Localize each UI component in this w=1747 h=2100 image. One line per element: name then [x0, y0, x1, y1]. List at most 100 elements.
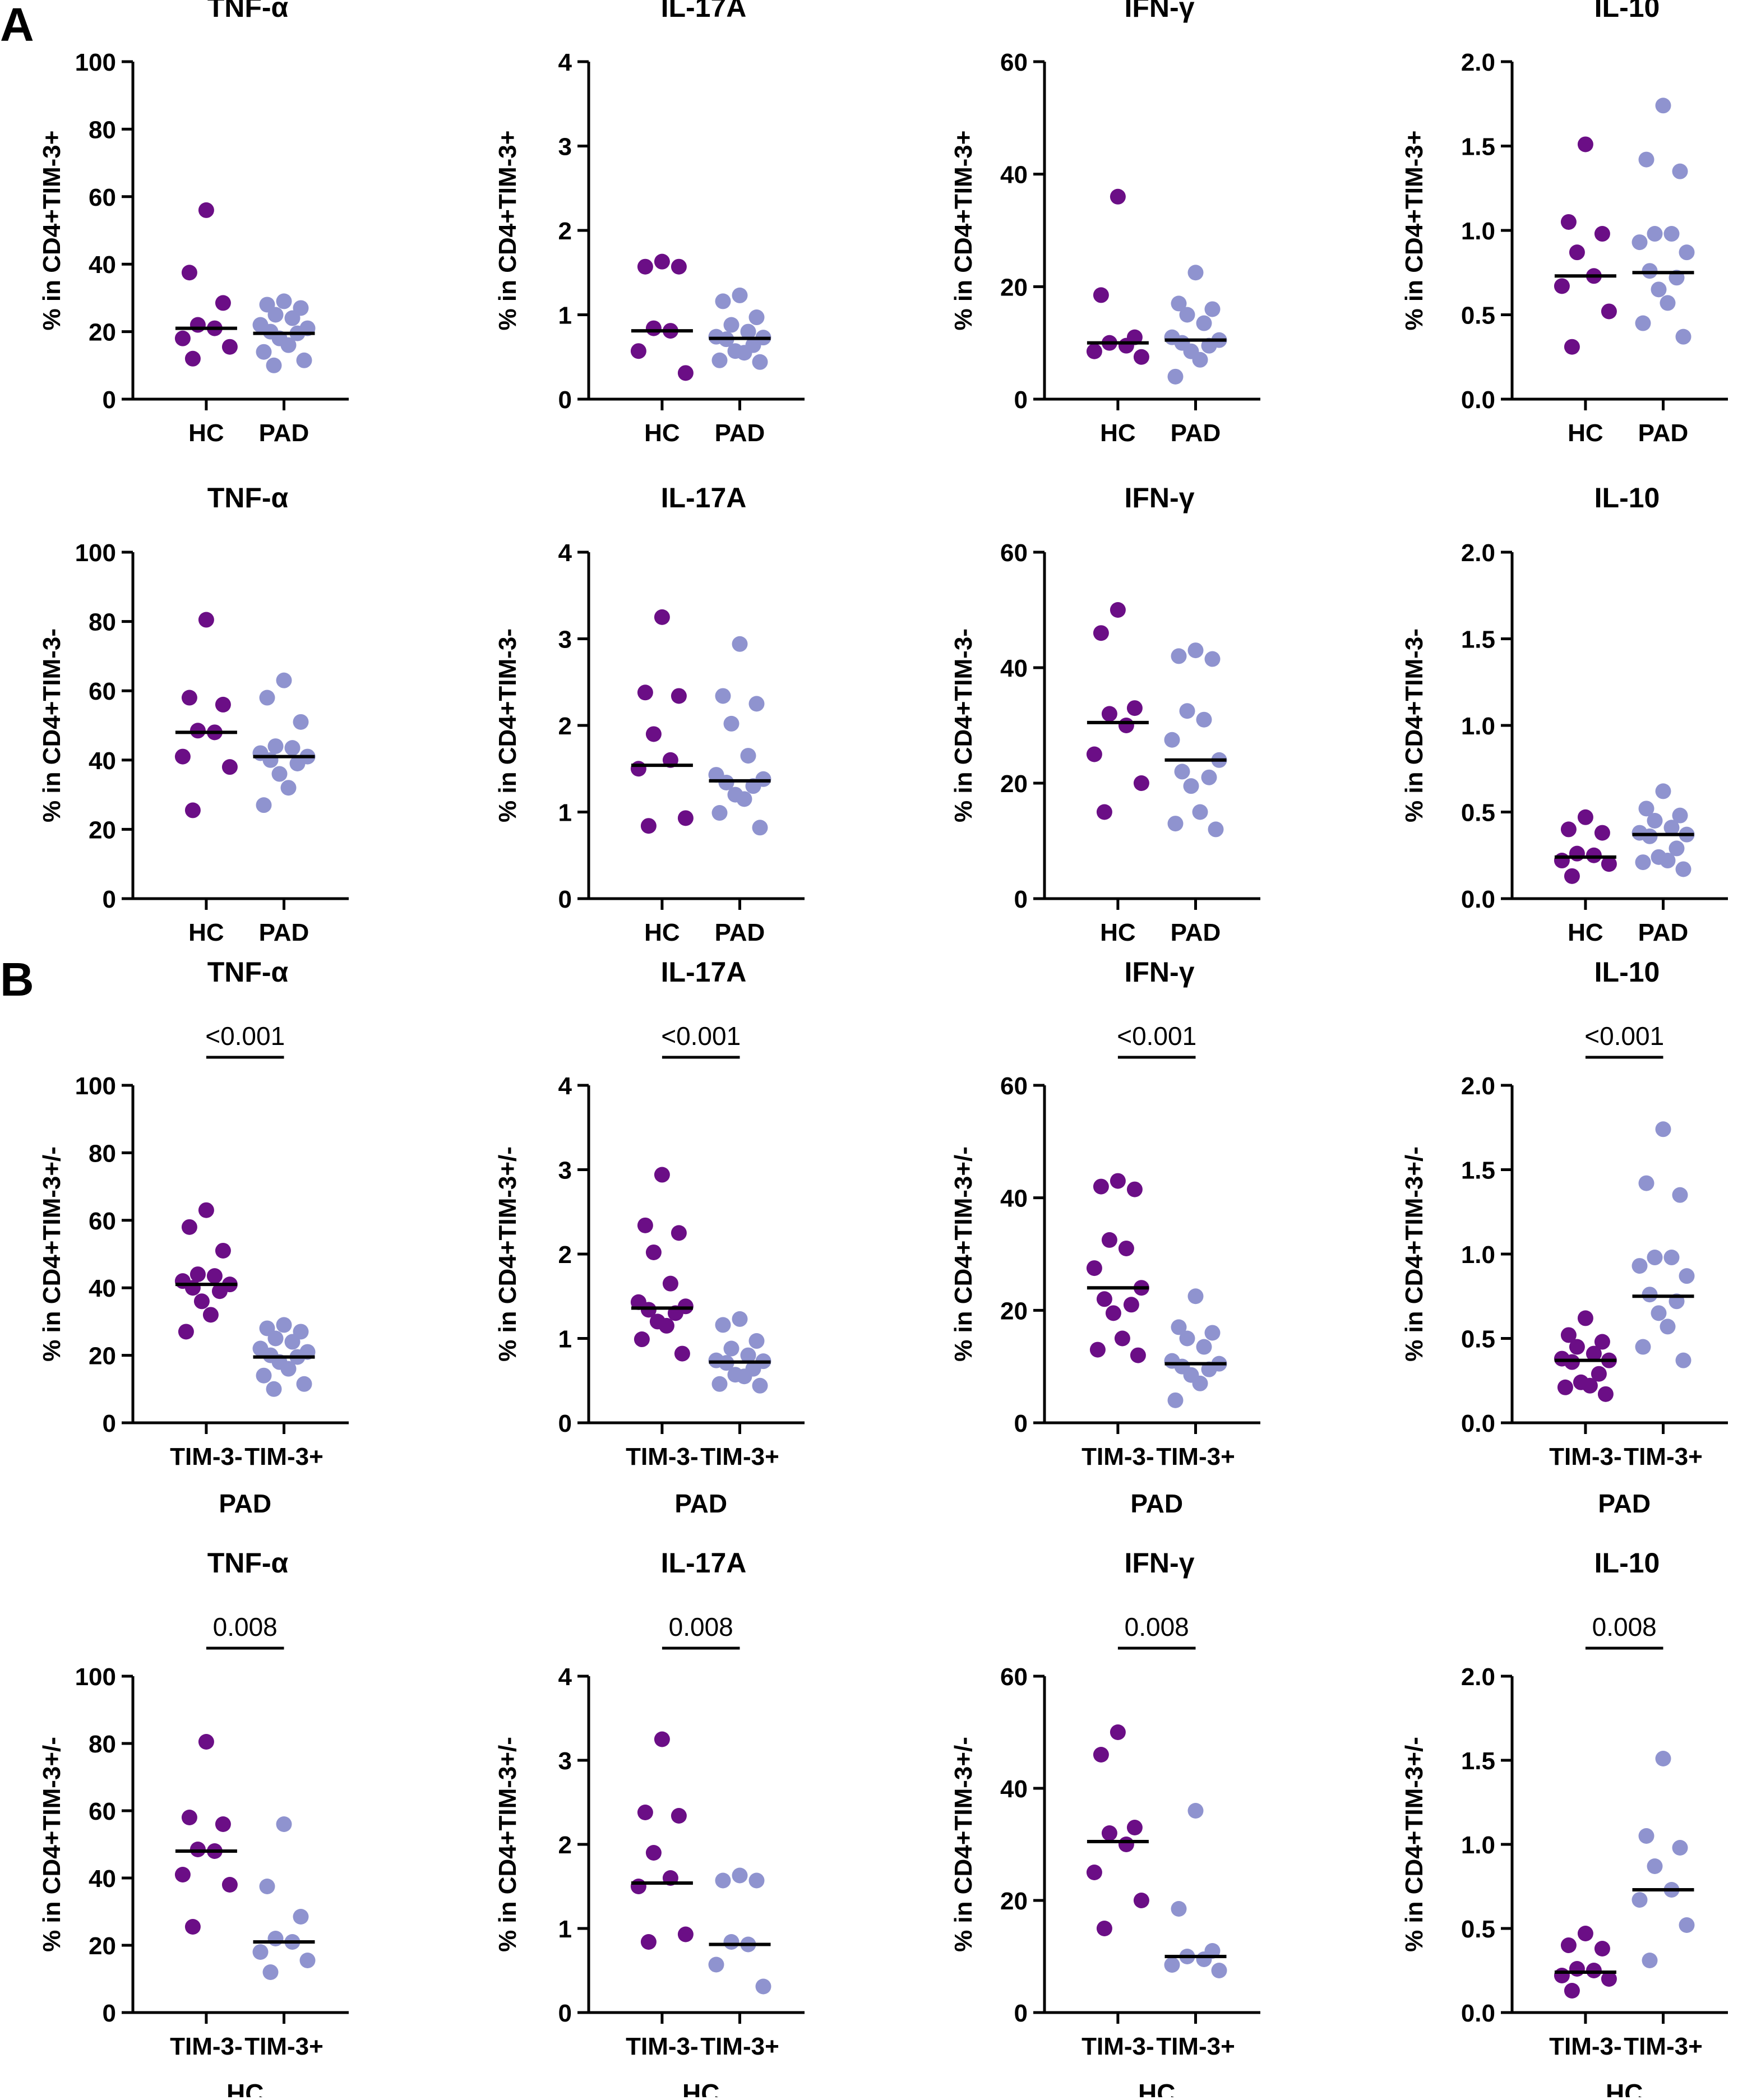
p-value-label: <0.001 [661, 1021, 741, 1051]
y-tick-label: 60 [1000, 1663, 1028, 1691]
x-axis-label: HC [1138, 2079, 1175, 2097]
data-point-tim-3- [1204, 1325, 1221, 1341]
x-tick-label: TIM-3- [626, 1443, 699, 1470]
data-point-tim-3- [1632, 1258, 1648, 1274]
data-point-tim-3- [1601, 1971, 1617, 1987]
y-tick-label: 1.5 [1461, 626, 1495, 654]
x-tick-label: PAD [715, 419, 765, 447]
data-point-hc [637, 258, 653, 275]
y-tick-label: 60 [1000, 1072, 1028, 1100]
data-point-tim-3- [630, 1879, 646, 1894]
data-point-tim-3- [715, 1317, 731, 1333]
data-point-tim-3- [654, 1167, 670, 1183]
data-point-hc [1586, 847, 1602, 863]
y-tick-label: 2 [558, 218, 572, 245]
y-tick-label: 4 [558, 539, 572, 567]
x-tick-label: TIM-3- [1082, 1443, 1154, 1470]
x-tick-label: PAD [1638, 419, 1689, 447]
data-point-hc [221, 759, 238, 775]
y-axis-label: % in CD4+TIM-3+/- [494, 1146, 521, 1362]
chart-title: IFN-γ [1125, 482, 1195, 514]
y-tick-label: 0.0 [1461, 1410, 1495, 1437]
y-tick-label: 60 [89, 1798, 116, 1825]
data-point-tim-3- [211, 1283, 228, 1299]
x-tick-label: TIM-3- [170, 1443, 243, 1470]
y-tick-label: 0 [558, 886, 572, 913]
data-point-hc [1093, 287, 1109, 303]
data-point-tim-3- [1569, 1961, 1585, 1977]
x-tick-label: HC [1568, 419, 1603, 447]
data-point-pad [1632, 234, 1648, 251]
data-point-pad [267, 307, 284, 323]
y-axis-label: % in CD4+TIM-3- [38, 628, 66, 822]
data-point-tim-3- [1211, 1963, 1227, 1978]
y-tick-label: 4 [558, 1663, 572, 1691]
data-point-tim-3- [637, 1217, 653, 1233]
chart-title: IL-10 [1595, 1547, 1660, 1579]
data-point-tim-3- [662, 1275, 678, 1292]
data-point-tim-3- [1167, 1392, 1184, 1408]
data-point-tim-3- [640, 1934, 657, 1950]
data-point-pad [1642, 828, 1658, 844]
data-point-tim-3- [1110, 1173, 1126, 1189]
data-point-pad [1672, 807, 1688, 824]
data-point-tim-3- [280, 1361, 297, 1377]
x-tick-label: HC [644, 919, 680, 946]
data-point-pad [293, 714, 309, 730]
data-point-tim-3- [748, 1872, 765, 1889]
data-point-pad [1167, 816, 1184, 832]
data-point-tim-3- [1679, 1268, 1695, 1284]
data-point-hc [671, 688, 687, 704]
data-point-tim-3- [174, 1867, 191, 1882]
y-tick-label: 20 [89, 1932, 116, 1960]
data-point-hc [1093, 625, 1109, 641]
data-point-tim-3- [1594, 1334, 1610, 1350]
x-tick-label: TIM-3- [1549, 1443, 1622, 1470]
data-point-pad [266, 357, 282, 373]
y-tick-label: 0 [558, 386, 572, 414]
data-point-hc [1118, 337, 1134, 354]
data-point-pad [271, 766, 288, 782]
p-value-label: <0.001 [1117, 1021, 1196, 1051]
x-tick-label: TIM-3+ [1624, 2033, 1703, 2060]
y-tick-label: 2.0 [1461, 1663, 1495, 1691]
data-point-pad [715, 293, 731, 309]
chart-title: TNF-α [207, 0, 289, 23]
y-tick-label: 100 [75, 1663, 116, 1691]
data-point-tim-3- [190, 1266, 206, 1283]
data-point-tim-3- [1196, 1339, 1212, 1355]
data-point-pad [1171, 648, 1187, 664]
y-axis-label: % in CD4+TIM-3+/- [494, 1737, 521, 1952]
y-tick-label: 3 [558, 626, 572, 654]
data-point-pad [1167, 368, 1184, 385]
data-point-pad [740, 748, 756, 764]
data-point-tim-3- [266, 1381, 282, 1397]
data-point-pad [1174, 764, 1190, 780]
x-tick-label: TIM-3+ [244, 1443, 323, 1470]
data-point-hc [215, 696, 231, 713]
data-point-hc [645, 320, 662, 336]
chart-13: TNF-α 0 20 40 60 80 100 % in CD4+TIM-3+/- TIM-3-… [38, 1547, 349, 2100]
data-point-tim-3- [1679, 1917, 1695, 1933]
data-point-hc [1133, 349, 1149, 365]
data-point-tim-3- [1591, 1366, 1607, 1382]
data-point-tim-3- [1577, 1310, 1593, 1326]
data-point-pad [1187, 265, 1204, 281]
y-tick-label: 80 [89, 116, 116, 144]
data-point-pad [1647, 226, 1663, 242]
data-point-tim-3- [1192, 1375, 1208, 1391]
y-axis-label: % in CD4+TIM-3+/- [1401, 1146, 1428, 1362]
data-point-tim-3- [634, 1331, 650, 1348]
data-point-tim-3- [1564, 1983, 1580, 1999]
chart-2: IL-17A 0 1 2 3 4 % in CD4+TIM-3+ HC PAD [494, 0, 805, 447]
data-point-pad [1171, 295, 1187, 312]
data-point-hc [677, 810, 694, 826]
y-tick-label: 4 [558, 49, 572, 76]
chart-title: IL-10 [1595, 956, 1660, 988]
chart-12: IL-10 0.0 0.5 1.0 1.5 2.0 % in CD4+TIM-3+/- TIM… [1401, 956, 1728, 1518]
y-tick-label: 1.5 [1461, 1747, 1495, 1775]
p-value-label: 0.008 [213, 1612, 278, 1641]
y-tick-label: 1.0 [1461, 218, 1495, 245]
data-point-tim-3- [1101, 1232, 1117, 1248]
